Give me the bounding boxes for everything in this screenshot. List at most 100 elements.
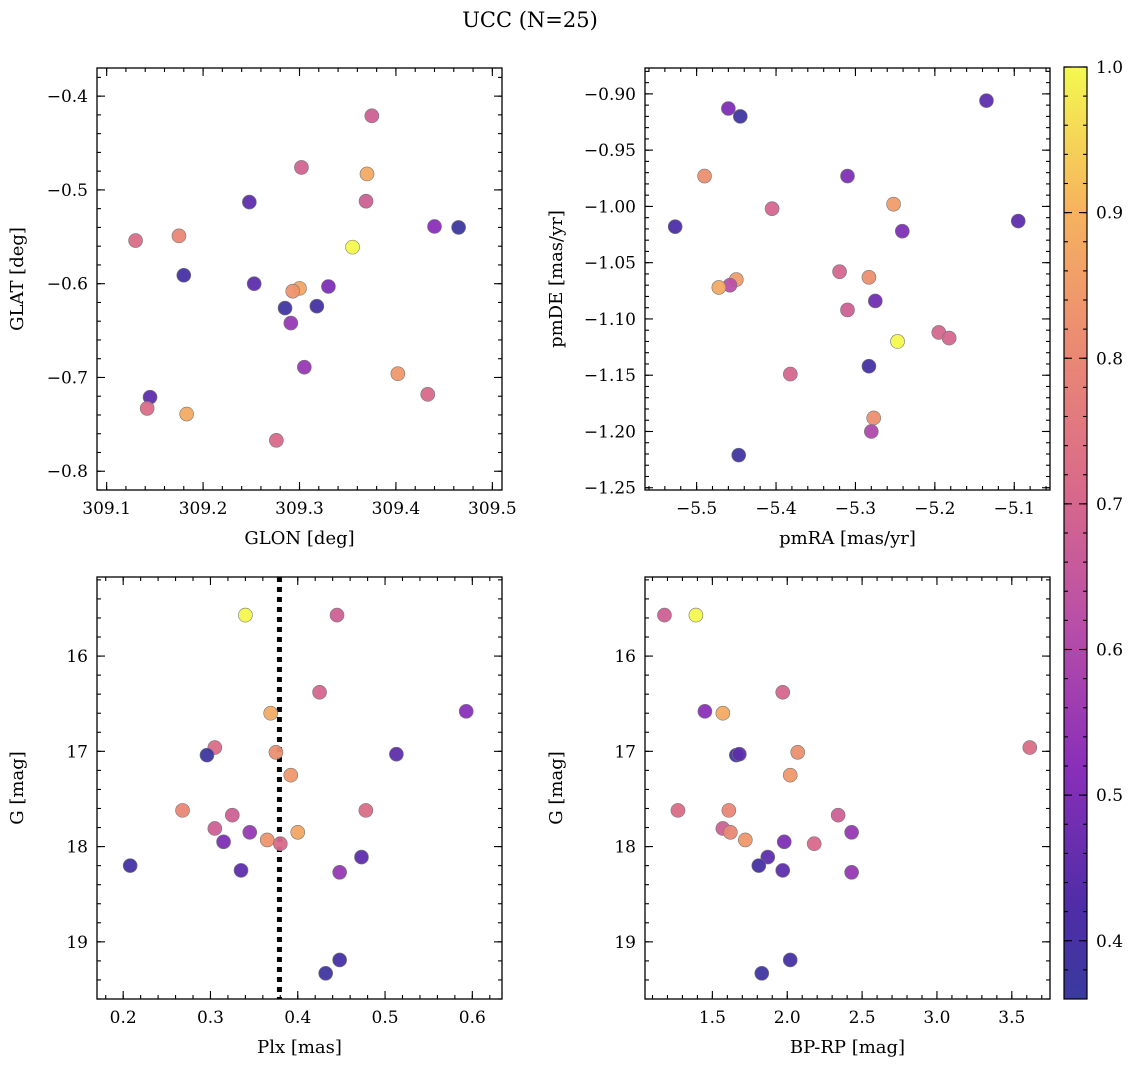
x-tick-label: 1.5 <box>699 1008 726 1028</box>
y-tick-label: 18 <box>614 838 636 858</box>
data-point <box>775 684 791 700</box>
points <box>128 108 466 448</box>
data-point <box>420 387 436 402</box>
data-point <box>670 803 686 818</box>
data-point <box>840 302 855 318</box>
data-point <box>242 194 257 210</box>
data-point <box>723 824 738 840</box>
y-axis-label: G [mag] <box>546 751 567 824</box>
y-axis-label: pmDE [mas/yr] <box>546 210 567 348</box>
y-axis-label: GLAT [deg] <box>7 227 28 331</box>
data-point <box>318 965 333 981</box>
data-point <box>268 744 284 760</box>
data-point <box>171 228 187 244</box>
data-point <box>760 849 776 865</box>
data-point <box>840 168 855 184</box>
data-point <box>358 803 374 818</box>
data-point <box>830 807 846 823</box>
ticks <box>97 68 502 491</box>
data-point <box>389 746 404 762</box>
panel-pmra-pmde: −5.5 −5.4 −5.3 −5.2 −5.1 −0.90 −0.95 −1.00 −1.05… <box>546 67 1051 549</box>
y-tick-label: 16 <box>66 647 88 667</box>
data-point <box>345 239 360 255</box>
data-point <box>697 704 713 719</box>
x-tick-label: −5.3 <box>835 499 876 519</box>
data-point <box>458 704 474 719</box>
data-point <box>782 952 798 968</box>
data-point <box>329 607 345 623</box>
data-point <box>233 863 249 878</box>
data-point <box>738 832 753 848</box>
data-point <box>1022 740 1038 755</box>
y-tick-label: 19 <box>66 933 88 953</box>
data-point <box>715 705 731 721</box>
data-point <box>844 824 859 840</box>
data-point <box>867 293 883 309</box>
data-point <box>790 744 806 760</box>
y-tick-label: 18 <box>66 838 88 858</box>
x-tick-label: 309.5 <box>468 499 517 519</box>
y-tick-label: −0.5 <box>47 181 88 201</box>
data-point <box>290 824 306 840</box>
data-point <box>688 607 704 623</box>
x-tick-label: −5.5 <box>676 499 717 519</box>
data-point <box>309 298 325 314</box>
data-point <box>657 607 672 623</box>
data-point <box>358 193 374 209</box>
y-tick-label: −1.20 <box>584 422 636 442</box>
x-tick-label: 0.3 <box>197 1008 224 1028</box>
colorbar-tick-label: 0.8 <box>1096 349 1123 369</box>
axes-frame <box>644 576 1051 1000</box>
data-point <box>861 270 877 285</box>
data-point <box>297 359 312 375</box>
data-point <box>886 196 901 212</box>
x-tick-label: 2.5 <box>849 1008 876 1028</box>
x-tick-label: 309.1 <box>82 499 131 519</box>
data-point <box>806 836 822 852</box>
data-point <box>139 401 155 416</box>
x-axis-label: Plx [mas] <box>257 1037 342 1058</box>
data-point <box>283 767 299 783</box>
y-tick-label: −1.15 <box>584 366 636 386</box>
data-point <box>1010 213 1026 229</box>
y-tick-label: −1.05 <box>584 254 636 274</box>
data-point <box>941 330 957 346</box>
data-point <box>776 834 792 850</box>
x-tick-label: 2.0 <box>774 1008 801 1028</box>
colorbar: 0.4 0.5 0.6 0.7 0.8 0.9 1.0 <box>1063 58 1123 1000</box>
data-point <box>754 965 770 981</box>
data-point <box>451 220 466 235</box>
ticks <box>645 577 1050 1000</box>
data-point <box>711 280 727 295</box>
data-point <box>332 952 347 968</box>
data-point <box>175 803 190 818</box>
data-point <box>359 166 375 182</box>
x-tick-label: 3.0 <box>923 1008 950 1028</box>
data-point <box>751 858 767 873</box>
data-point <box>246 276 262 291</box>
x-tick-label: −5.1 <box>994 499 1035 519</box>
data-point <box>277 300 293 316</box>
x-tick-label: 0.4 <box>284 1008 311 1028</box>
data-point <box>207 821 223 836</box>
data-point <box>697 168 712 184</box>
ticks <box>645 68 1050 490</box>
data-point <box>179 406 194 422</box>
data-point <box>285 283 301 299</box>
y-tick-label: −0.6 <box>47 275 88 295</box>
y-tick-label: 17 <box>614 742 636 762</box>
data-point <box>775 863 791 878</box>
data-point <box>427 219 442 234</box>
data-point <box>364 108 380 124</box>
data-point <box>783 366 798 382</box>
y-tick-label: −0.8 <box>47 462 88 482</box>
data-point <box>721 101 736 116</box>
x-tick-label: 0.6 <box>459 1008 486 1028</box>
axes-frame <box>644 67 1051 491</box>
colorbar-tick-label: 0.4 <box>1096 932 1123 952</box>
x-tick-label: −5.4 <box>755 499 796 519</box>
data-point <box>122 858 138 873</box>
data-point <box>721 803 737 818</box>
data-point <box>263 705 278 721</box>
